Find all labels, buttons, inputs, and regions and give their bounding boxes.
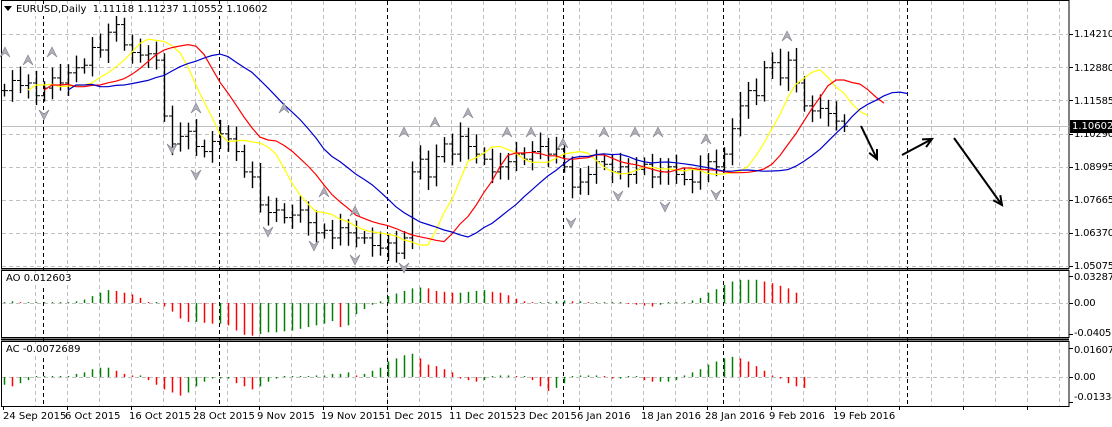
time-label: 24 Sep 2015 bbox=[3, 411, 67, 422]
annotation-arrow bbox=[901, 138, 933, 156]
fractal-up-icon bbox=[462, 107, 474, 119]
fractal-up-icon bbox=[557, 137, 569, 149]
time-label: 9 Nov 2015 bbox=[257, 411, 315, 422]
time-label: 6 Oct 2015 bbox=[65, 411, 121, 422]
time-label: 28 Oct 2015 bbox=[193, 411, 255, 422]
chart-header: EURUSD,Daily 1.11118 1.11237 1.10552 1.1… bbox=[4, 4, 268, 16]
symbol-label: EURUSD,Daily bbox=[16, 4, 87, 15]
ao-label: AO 0.012603 bbox=[6, 273, 72, 285]
fractal-up-icon bbox=[22, 54, 34, 66]
ac-panel-frame bbox=[1, 341, 1070, 407]
time-label: 19 Nov 2015 bbox=[321, 411, 386, 422]
price-tick: 1.05075 bbox=[1074, 261, 1112, 272]
price-tick: 1.11585 bbox=[1074, 96, 1112, 107]
fractal-down-icon bbox=[659, 201, 671, 213]
time-label: 18 Jan 2016 bbox=[641, 411, 701, 422]
ao-tick-zero: 0.00 bbox=[1074, 298, 1096, 309]
current-price-tag: 1.10602 bbox=[1070, 120, 1112, 133]
time-label: 11 Dec 2015 bbox=[449, 411, 513, 422]
price-tick: 1.14210 bbox=[1074, 29, 1112, 40]
arrow-head-icon bbox=[921, 137, 935, 148]
fractal-up-icon bbox=[429, 116, 441, 128]
fractal-up-icon bbox=[652, 126, 664, 138]
time-label: 6 Jan 2016 bbox=[577, 411, 631, 422]
time-label: 9 Feb 2016 bbox=[769, 411, 825, 422]
fractal-down-icon bbox=[565, 217, 577, 229]
fractal-down-icon bbox=[190, 169, 202, 181]
fractal-up-icon bbox=[781, 30, 793, 42]
fractal-up-icon bbox=[398, 126, 410, 138]
fractal-up-icon bbox=[46, 46, 58, 58]
fractal-up-icon bbox=[0, 46, 11, 58]
annotation-arrow bbox=[953, 137, 1003, 206]
fractal-up-icon bbox=[629, 126, 641, 138]
fractal-down-icon bbox=[262, 226, 274, 238]
fractal-down-icon bbox=[166, 143, 178, 155]
arrow-head-icon bbox=[992, 194, 1004, 207]
price-tick: 1.12880 bbox=[1074, 63, 1112, 74]
arrow-head-icon bbox=[868, 148, 879, 162]
fractal-down-icon bbox=[612, 190, 624, 202]
ma-slow-line bbox=[67, 53, 909, 238]
time-label: 23 Dec 2015 bbox=[513, 411, 577, 422]
ohlc-values: 1.11118 1.11237 1.10552 1.10602 bbox=[92, 4, 268, 15]
time-label: 28 Jan 2016 bbox=[705, 411, 765, 422]
fractal-up-icon bbox=[190, 102, 202, 114]
fractal-down-icon bbox=[710, 189, 722, 201]
time-label: 1 Dec 2015 bbox=[385, 411, 443, 422]
fractal-up-icon bbox=[501, 126, 513, 138]
price-tick: 1.10290 bbox=[1074, 129, 1112, 140]
ao-tick-max: 0.032871 bbox=[1074, 272, 1112, 283]
time-label: 19 Feb 2016 bbox=[833, 411, 896, 422]
price-tick: 1.07665 bbox=[1074, 195, 1112, 206]
ac-tick-max: 0.016077 bbox=[1074, 345, 1112, 356]
price-tick: 1.08995 bbox=[1074, 162, 1112, 173]
fractal-up-icon bbox=[700, 133, 712, 145]
ma-mid-line bbox=[43, 43, 885, 243]
fractal-up-icon bbox=[525, 126, 537, 138]
ma-fast-line bbox=[27, 38, 869, 246]
fractal-down-icon bbox=[38, 109, 50, 121]
fractal-down-icon bbox=[349, 254, 361, 266]
triangle-down-icon[interactable] bbox=[4, 6, 12, 11]
ao-tick-min: -0.0405 bbox=[1074, 328, 1112, 339]
ac-tick-min: -0.013346 bbox=[1074, 392, 1112, 403]
ac-label: AC -0.0072689 bbox=[6, 344, 81, 356]
fractal-up-icon bbox=[278, 102, 290, 114]
annotation-arrow bbox=[860, 125, 878, 160]
ac-tick-zero: 0.00 bbox=[1074, 372, 1096, 383]
fractal-up-icon bbox=[318, 186, 330, 198]
fractal-up-icon bbox=[349, 205, 361, 217]
price-tick: 1.06370 bbox=[1074, 228, 1112, 239]
fractal-down-icon bbox=[308, 240, 320, 252]
fractal-up-icon bbox=[598, 126, 610, 138]
time-label: 16 Oct 2015 bbox=[129, 411, 191, 422]
fractal-down-icon bbox=[398, 262, 410, 274]
